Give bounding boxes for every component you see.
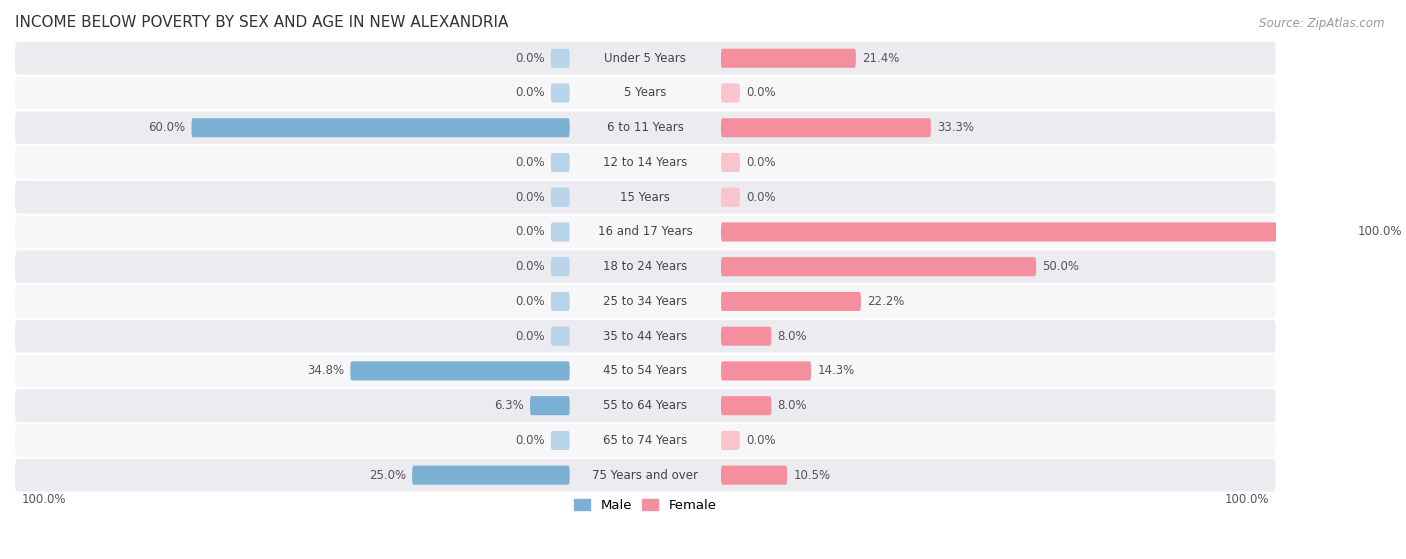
FancyBboxPatch shape [15, 424, 1275, 457]
Text: 18 to 24 Years: 18 to 24 Years [603, 260, 688, 273]
Text: 100.0%: 100.0% [1358, 225, 1402, 239]
Text: 0.0%: 0.0% [515, 434, 544, 447]
FancyBboxPatch shape [551, 431, 569, 450]
FancyBboxPatch shape [15, 111, 1275, 144]
Text: 100.0%: 100.0% [21, 493, 66, 506]
Text: 55 to 64 Years: 55 to 64 Years [603, 399, 688, 412]
FancyBboxPatch shape [551, 153, 569, 172]
Text: 0.0%: 0.0% [747, 87, 776, 100]
Text: 60.0%: 60.0% [148, 121, 186, 134]
Text: 25.0%: 25.0% [368, 468, 406, 482]
Text: 0.0%: 0.0% [515, 52, 544, 65]
FancyBboxPatch shape [721, 431, 740, 450]
FancyBboxPatch shape [551, 257, 569, 276]
FancyBboxPatch shape [721, 466, 787, 485]
Text: 6 to 11 Years: 6 to 11 Years [607, 121, 683, 134]
FancyBboxPatch shape [15, 459, 1275, 491]
Text: 16 and 17 Years: 16 and 17 Years [598, 225, 693, 239]
Text: 0.0%: 0.0% [747, 191, 776, 203]
Text: 14.3%: 14.3% [817, 364, 855, 377]
Text: 0.0%: 0.0% [747, 434, 776, 447]
Text: 12 to 14 Years: 12 to 14 Years [603, 156, 688, 169]
Text: Under 5 Years: Under 5 Years [605, 52, 686, 65]
Text: 25 to 34 Years: 25 to 34 Years [603, 295, 688, 308]
Text: 0.0%: 0.0% [515, 156, 544, 169]
FancyBboxPatch shape [15, 181, 1275, 214]
Text: 10.5%: 10.5% [793, 468, 831, 482]
Text: 0.0%: 0.0% [747, 156, 776, 169]
Text: 15 Years: 15 Years [620, 191, 671, 203]
Text: Source: ZipAtlas.com: Source: ZipAtlas.com [1260, 17, 1385, 30]
Text: 5 Years: 5 Years [624, 87, 666, 100]
FancyBboxPatch shape [15, 146, 1275, 179]
Text: 0.0%: 0.0% [515, 191, 544, 203]
FancyBboxPatch shape [15, 354, 1275, 387]
Text: 0.0%: 0.0% [515, 87, 544, 100]
Text: 34.8%: 34.8% [307, 364, 344, 377]
FancyBboxPatch shape [721, 153, 740, 172]
Text: 65 to 74 Years: 65 to 74 Years [603, 434, 688, 447]
Text: 0.0%: 0.0% [515, 295, 544, 308]
FancyBboxPatch shape [721, 396, 772, 415]
FancyBboxPatch shape [15, 42, 1275, 74]
Text: INCOME BELOW POVERTY BY SEX AND AGE IN NEW ALEXANDRIA: INCOME BELOW POVERTY BY SEX AND AGE IN N… [15, 15, 509, 30]
FancyBboxPatch shape [350, 361, 569, 381]
FancyBboxPatch shape [15, 250, 1275, 283]
FancyBboxPatch shape [551, 292, 569, 311]
Text: 0.0%: 0.0% [515, 330, 544, 343]
Text: 8.0%: 8.0% [778, 399, 807, 412]
FancyBboxPatch shape [721, 83, 740, 102]
FancyBboxPatch shape [551, 188, 569, 207]
Text: 75 Years and over: 75 Years and over [592, 468, 699, 482]
FancyBboxPatch shape [721, 292, 860, 311]
FancyBboxPatch shape [15, 77, 1275, 110]
FancyBboxPatch shape [721, 118, 931, 138]
Text: 8.0%: 8.0% [778, 330, 807, 343]
Text: 35 to 44 Years: 35 to 44 Years [603, 330, 688, 343]
Text: 45 to 54 Years: 45 to 54 Years [603, 364, 688, 377]
FancyBboxPatch shape [551, 326, 569, 345]
Text: 0.0%: 0.0% [515, 225, 544, 239]
Text: 33.3%: 33.3% [938, 121, 974, 134]
Text: 6.3%: 6.3% [494, 399, 523, 412]
Text: 50.0%: 50.0% [1042, 260, 1080, 273]
FancyBboxPatch shape [15, 285, 1275, 318]
FancyBboxPatch shape [551, 222, 569, 241]
FancyBboxPatch shape [721, 361, 811, 381]
FancyBboxPatch shape [721, 257, 1036, 276]
FancyBboxPatch shape [551, 83, 569, 102]
Legend: Male, Female: Male, Female [568, 494, 723, 518]
Text: 0.0%: 0.0% [515, 260, 544, 273]
FancyBboxPatch shape [721, 222, 1351, 241]
FancyBboxPatch shape [721, 188, 740, 207]
FancyBboxPatch shape [551, 49, 569, 68]
Text: 22.2%: 22.2% [868, 295, 904, 308]
FancyBboxPatch shape [721, 326, 772, 345]
Text: 100.0%: 100.0% [1225, 493, 1270, 506]
FancyBboxPatch shape [721, 49, 856, 68]
FancyBboxPatch shape [15, 216, 1275, 248]
FancyBboxPatch shape [191, 118, 569, 138]
FancyBboxPatch shape [412, 466, 569, 485]
Text: 21.4%: 21.4% [862, 52, 900, 65]
FancyBboxPatch shape [530, 396, 569, 415]
FancyBboxPatch shape [15, 389, 1275, 422]
FancyBboxPatch shape [15, 320, 1275, 353]
